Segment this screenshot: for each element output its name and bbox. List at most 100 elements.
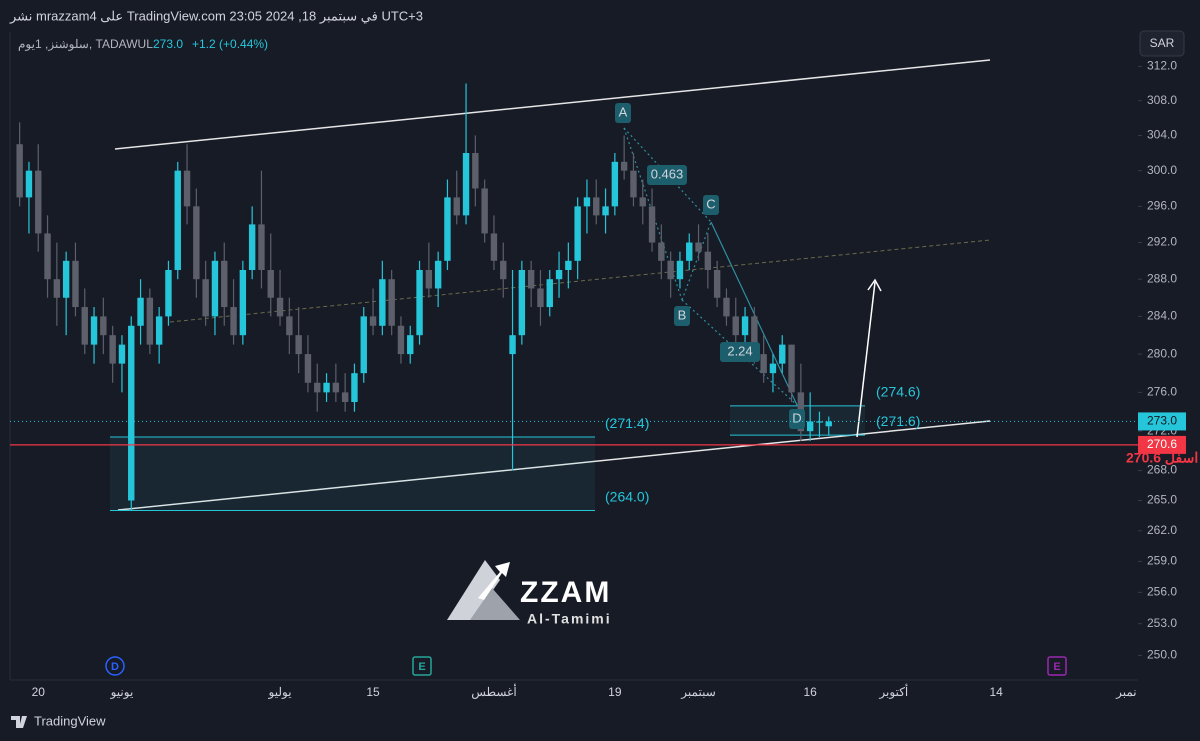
candle-body <box>81 307 88 345</box>
pattern-ratio-box <box>647 165 687 185</box>
candle-body <box>388 279 395 326</box>
pattern-point: C <box>706 196 715 211</box>
candle-body <box>314 382 321 393</box>
candle-body <box>565 260 572 270</box>
x-tick-label: يوليو <box>268 685 292 699</box>
x-tick-label: سبتمبر <box>680 685 715 699</box>
candle-body <box>258 224 265 270</box>
candle-body <box>593 197 600 216</box>
pattern-point-box <box>789 409 805 429</box>
candle-body <box>620 161 628 171</box>
candle-body <box>128 325 135 501</box>
y-tick-label: 308.0 <box>1147 93 1177 107</box>
y-tick-label: 262.0 <box>1147 523 1177 537</box>
candle-body <box>267 269 274 298</box>
pattern-point: D <box>792 410 801 425</box>
pattern-point-box <box>615 103 631 123</box>
zone-label: (274.6) <box>876 384 920 400</box>
y-tick-label: 312.0 <box>1147 59 1177 73</box>
x-tick-label: نمبر <box>1115 685 1137 699</box>
logo-shape <box>447 560 500 620</box>
candle-body <box>25 170 33 198</box>
candle-body <box>732 316 739 336</box>
y-tick-label: 253.0 <box>1147 616 1177 630</box>
candle-body <box>667 260 674 280</box>
candle-body <box>341 392 349 403</box>
y-tick-label: 296.0 <box>1147 199 1177 213</box>
channel-upper <box>114 59 991 150</box>
pattern-ratio: 0.463 <box>651 166 684 181</box>
candle-body <box>518 269 526 336</box>
candle-body <box>146 297 154 345</box>
candle-body <box>62 260 70 298</box>
candle-body <box>416 269 423 336</box>
candle-body <box>630 170 637 198</box>
candle-body <box>239 269 247 336</box>
x-tick-label: 19 <box>608 685 622 699</box>
change: +1.2 (+0.44%) <box>192 37 268 51</box>
currency-box[interactable] <box>1139 30 1185 57</box>
zone-label: (271.4) <box>605 415 649 431</box>
channel-lower <box>117 420 991 511</box>
close-level-badge <box>1138 435 1186 454</box>
pattern-ratio: 2.24 <box>727 343 752 358</box>
candle-body <box>397 325 405 355</box>
y-tick-label: 300.0 <box>1147 163 1177 177</box>
pattern-point-box <box>703 195 719 215</box>
symbol: سلوشنز, 1يوم, TADAWUL <box>18 37 153 51</box>
event-marker[interactable] <box>1047 656 1067 676</box>
candle-body <box>453 197 460 216</box>
candle-body <box>425 269 433 289</box>
y-tick-label: 250.0 <box>1147 648 1177 662</box>
candle-body <box>555 269 563 280</box>
pattern-ratio-box <box>720 342 760 362</box>
last-value: 273.0 <box>153 37 183 51</box>
candle-body <box>295 335 302 355</box>
event-marker[interactable] <box>412 656 432 676</box>
x-tick-label: أغسطس <box>471 684 516 699</box>
currency[interactable]: SAR <box>1150 36 1175 50</box>
candle-body <box>713 269 721 298</box>
candle-body <box>816 421 823 423</box>
x-tick-label: يونيو <box>110 685 134 699</box>
forecast-arrow <box>856 281 876 438</box>
footer: TradingView <box>11 713 106 728</box>
candle-body <box>472 153 479 189</box>
y-tick-label: 304.0 <box>1147 128 1177 142</box>
candle-body <box>44 233 51 280</box>
logo-arrow <box>478 562 510 600</box>
y-tick-label: 268.0 <box>1147 463 1177 477</box>
x-tick-label: 20 <box>32 685 46 699</box>
candle-body <box>351 373 358 403</box>
candle-body <box>137 297 144 326</box>
candle-body <box>704 251 712 270</box>
candle-body <box>490 233 498 261</box>
candle-body <box>16 144 23 198</box>
x-tick-label: أكتوبر <box>878 684 908 699</box>
zone-label: (271.6) <box>876 413 920 429</box>
candle-body <box>741 316 749 336</box>
zone <box>110 437 595 511</box>
candle-body <box>118 344 126 364</box>
candle-body <box>769 363 777 374</box>
candle-body <box>183 170 191 207</box>
candle-body <box>462 153 470 216</box>
candle-body <box>481 188 488 234</box>
event-label: E <box>418 661 425 673</box>
candle-body <box>379 279 386 326</box>
candle-body <box>90 316 98 345</box>
candle-body <box>174 170 181 270</box>
pattern-leg <box>681 299 798 406</box>
candle-body <box>760 354 767 374</box>
last-price-badge <box>1138 412 1186 431</box>
pattern-leg <box>681 221 712 301</box>
x-tick-label: 16 <box>803 685 817 699</box>
candle-body <box>546 279 553 308</box>
candle-body <box>248 224 256 270</box>
event-marker[interactable] <box>105 656 125 676</box>
candle-body <box>500 260 507 280</box>
candle-body <box>35 170 42 234</box>
candle-body <box>639 197 646 207</box>
